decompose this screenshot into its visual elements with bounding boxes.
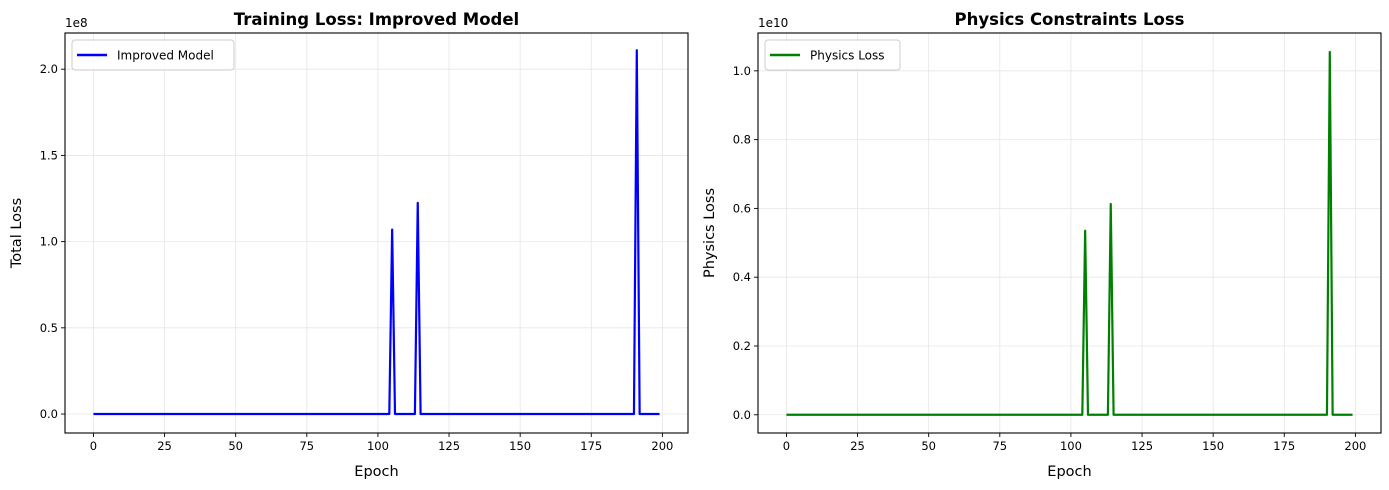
x-tick-label: 50	[921, 439, 936, 453]
x-axis-label: Epoch	[1047, 464, 1091, 480]
y-tick-label: 2.0	[40, 62, 58, 76]
x-tick-label: 75	[299, 439, 314, 453]
x-tick-label: 25	[157, 439, 172, 453]
x-tick-label: 0	[90, 439, 97, 453]
series-line	[786, 50, 1353, 416]
plot-series	[786, 50, 1353, 416]
y-tick-label: 0.4	[733, 270, 751, 284]
y-tick-label: 0.2	[733, 339, 751, 353]
y-axis-offset-label: 1e8	[65, 16, 88, 30]
y-axis-ticks: 0.0 0.2 0.4 0.6 0.8 1.0	[733, 64, 758, 422]
x-tick-label: 25	[850, 439, 865, 453]
legend: Physics Loss	[764, 39, 901, 71]
x-tick-label: 150	[509, 439, 531, 453]
x-tick-label: 125	[1131, 439, 1153, 453]
chart-title: Physics Constraints Loss	[955, 10, 1185, 29]
x-tick-label: 75	[992, 439, 1007, 453]
x-axis-ticks: 0 25 50 75 100 125 150 175 200	[90, 433, 673, 453]
y-axis-offset-label: 1e10	[758, 16, 788, 30]
chart-title: Training Loss: Improved Model	[234, 10, 519, 29]
legend-box	[764, 39, 901, 71]
legend-box	[71, 39, 235, 71]
training-loss-chart: 0 25 50 75 100 125 150 175 200 0.0 0.5 1.0 1.5 2.0 T…	[9, 10, 689, 480]
legend-entry-physics-loss: Physics Loss	[810, 49, 885, 63]
x-tick-label: 175	[580, 439, 602, 453]
x-tick-label: 200	[651, 439, 673, 453]
y-tick-label: 0.0	[40, 407, 58, 421]
y-tick-label: 0.8	[733, 133, 751, 147]
legend-entry-improved-model: Improved Model	[117, 49, 214, 63]
physics-loss-chart: 0 25 50 75 100 125 150 175 200 0.0 0.2 0.4 0.6 0.8 1.…	[702, 10, 1382, 480]
x-tick-label: 200	[1344, 439, 1366, 453]
x-axis-ticks: 0 25 50 75 100 125 150 175 200	[783, 433, 1366, 453]
x-tick-label: 100	[1060, 439, 1082, 453]
x-axis-label: Epoch	[354, 464, 398, 480]
axes-frame	[757, 32, 1382, 434]
y-tick-label: 1.5	[40, 148, 58, 162]
y-tick-label: 0.5	[40, 321, 58, 335]
axes-frame	[64, 32, 689, 434]
grid-lines	[65, 33, 688, 433]
x-tick-label: 0	[783, 439, 790, 453]
y-tick-label: 0.0	[733, 408, 751, 422]
y-tick-label: 1.0	[733, 64, 751, 78]
y-tick-label: 0.6	[733, 201, 751, 215]
x-tick-label: 100	[367, 439, 389, 453]
y-axis-label: Physics Loss	[702, 188, 718, 278]
x-tick-label: 50	[228, 439, 243, 453]
x-tick-label: 150	[1202, 439, 1224, 453]
series-line	[93, 49, 660, 416]
x-tick-label: 175	[1273, 439, 1295, 453]
y-tick-label: 1.0	[40, 235, 58, 249]
x-tick-label: 125	[438, 439, 460, 453]
plot-series	[93, 49, 660, 416]
y-axis-label: Total Loss	[9, 198, 25, 269]
y-axis-ticks: 0.0 0.5 1.0 1.5 2.0	[40, 62, 65, 421]
legend: Improved Model	[71, 39, 235, 71]
